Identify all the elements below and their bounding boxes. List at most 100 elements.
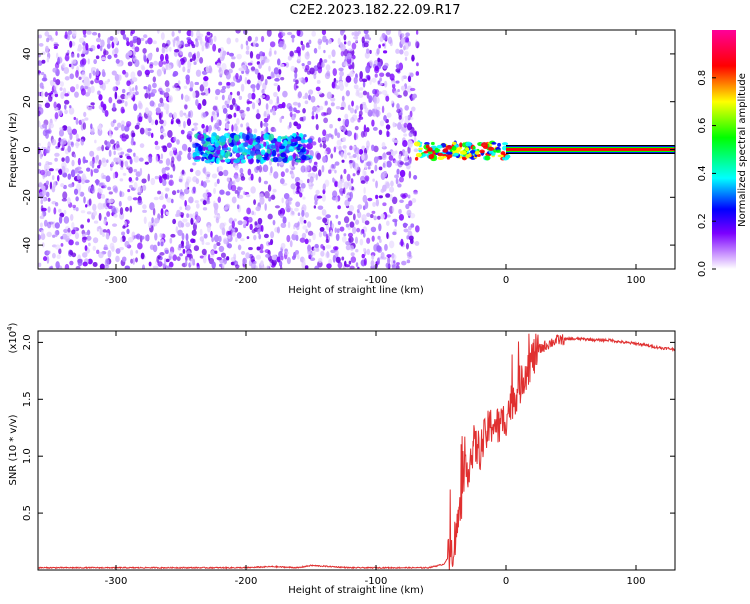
heatmap-cell	[99, 182, 105, 186]
heatmap-cell	[137, 242, 143, 250]
heatmap-cell	[353, 36, 359, 40]
heatmap-cell	[247, 62, 253, 66]
heatmap-cell	[192, 176, 198, 183]
heatmap-cell	[194, 211, 199, 216]
heatmap-cell	[92, 203, 97, 212]
heatmap-cell	[183, 120, 186, 129]
heatmap-cell	[191, 229, 197, 236]
heatmap-cell	[231, 220, 235, 229]
heatmap-cell	[122, 69, 126, 75]
heatmap-cell	[404, 50, 409, 57]
heatmap-cell	[401, 123, 405, 127]
heatmap-cell	[339, 70, 344, 77]
heatmap-cell	[54, 157, 58, 162]
heatmap-cell	[415, 71, 420, 76]
heatmap-cell	[349, 265, 355, 269]
heatmap-cell	[263, 122, 269, 127]
heatmap-cell	[239, 167, 244, 174]
heatmap-cell	[406, 259, 411, 264]
heatmap-cell	[172, 254, 178, 261]
heatmap-cell	[393, 160, 399, 164]
heatmap-cell	[334, 128, 338, 136]
heatmap-cell	[347, 152, 351, 156]
heatmap-cell	[397, 122, 402, 130]
heatmap-cell	[191, 128, 195, 132]
heatmap-cell	[376, 245, 382, 252]
heatmap-cell	[205, 65, 210, 73]
heatmap-cell	[378, 91, 382, 95]
heatmap-cell	[199, 255, 205, 259]
heatmap-cell	[130, 258, 134, 264]
heatmap-cell	[413, 175, 418, 180]
heatmap-cell	[415, 41, 420, 49]
heatmap-cell	[102, 229, 107, 233]
heatmap-cell	[325, 64, 331, 72]
heatmap-cell	[348, 155, 354, 159]
heatmap-cell	[62, 125, 68, 131]
heatmap-cell	[130, 249, 134, 256]
heatmap-cell	[336, 132, 341, 139]
heatmap-cell	[202, 200, 207, 206]
heatmap-cell	[157, 103, 162, 108]
heatmap-cell	[346, 173, 351, 182]
heatmap-cell	[298, 187, 304, 193]
heatmap-cell	[69, 132, 73, 141]
heatmap-cell	[310, 95, 316, 103]
heatmap-cell	[81, 71, 86, 80]
heatmap-cell	[258, 233, 262, 240]
heatmap-cell	[301, 147, 306, 153]
heatmap-cell	[382, 162, 386, 168]
heatmap-cell	[321, 194, 326, 202]
heatmap-cell	[397, 94, 402, 99]
heatmap-cell	[363, 30, 369, 35]
heatmap-cell	[161, 167, 166, 175]
heatmap-cell	[337, 180, 343, 189]
heatmap-cell	[218, 235, 222, 243]
heatmap-cell	[320, 250, 325, 257]
heatmap-cell	[343, 34, 347, 41]
heatmap-cell	[147, 115, 152, 122]
heatmap-cell	[408, 170, 412, 179]
heatmap-cell	[40, 212, 44, 217]
heatmap-cell	[84, 245, 88, 251]
heatmap-cell	[94, 156, 99, 164]
heatmap-cell	[94, 77, 100, 84]
heatmap-cell	[168, 46, 172, 52]
heatmap-cell	[276, 96, 280, 104]
heatmap-cell	[178, 30, 182, 34]
heatmap-cell	[119, 178, 124, 182]
heatmap-cell	[357, 30, 361, 35]
heatmap-cell	[214, 250, 218, 254]
heatmap-cell	[45, 45, 49, 53]
heatmap-cell	[138, 157, 144, 162]
heatmap-cell	[253, 260, 257, 265]
heatmap-cell	[70, 141, 75, 148]
heatmap-cell	[388, 154, 394, 161]
heatmap-cell	[324, 179, 330, 188]
heatmap-cell	[213, 35, 217, 42]
heatmap-cell	[100, 57, 107, 61]
heatmap-cell	[250, 150, 256, 157]
heatmap-cell	[370, 260, 375, 267]
heatmap-cell	[328, 232, 332, 237]
heatmap-cell	[403, 90, 408, 97]
heatmap-cell	[150, 177, 156, 186]
heatmap-cell	[354, 125, 359, 131]
heatmap-cell	[342, 145, 347, 149]
heatmap-cell	[69, 213, 74, 221]
heatmap-cell	[392, 231, 397, 236]
heatmap-cell	[54, 202, 59, 207]
heatmap-cell	[180, 195, 185, 201]
heatmap-cell	[113, 213, 118, 218]
heatmap-cell	[278, 68, 282, 75]
heatmap-cell	[413, 148, 419, 153]
heatmap-cell	[108, 149, 112, 157]
heatmap-cell	[322, 35, 327, 43]
heatmap-cell	[104, 258, 110, 267]
heatmap-cell	[370, 213, 374, 219]
heatmap-cell	[41, 185, 46, 191]
heatmap-cell	[149, 100, 155, 107]
heatmap-cell	[192, 90, 196, 99]
heatmap-cell	[344, 113, 349, 120]
heatmap-cell	[54, 152, 60, 157]
